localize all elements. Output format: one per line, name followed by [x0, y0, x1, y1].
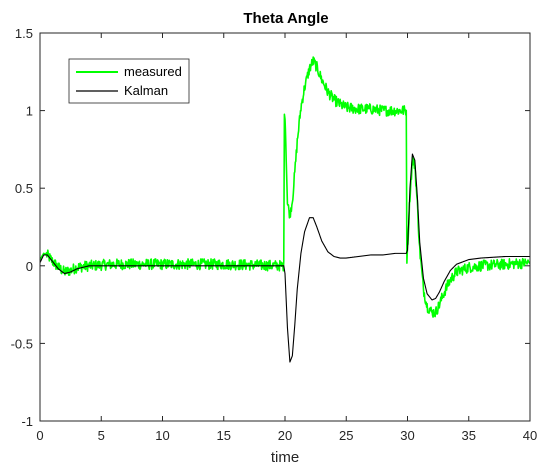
x-tick-label: 15: [217, 428, 231, 443]
chart-title: Theta Angle: [243, 10, 328, 27]
y-tick-label: -0.5: [11, 336, 33, 351]
y-tick-label: 1.5: [15, 26, 33, 41]
x-tick-label: 40: [523, 428, 537, 443]
x-tick-label: 0: [36, 428, 43, 443]
y-tick-label: 1: [26, 104, 33, 119]
ticks-layer: 0 5 10 15 20 25 30 35 40 -1 -0.5 0 0.5 1 1.5: [11, 26, 538, 443]
legend: measured Kalman: [68, 58, 190, 104]
x-tick-label: 10: [155, 428, 169, 443]
x-tick-label: 5: [98, 428, 105, 443]
series-layer: [39, 56, 531, 363]
x-tick-label: 20: [278, 428, 292, 443]
y-tick-label: 0: [26, 259, 33, 274]
legend-box: [68, 58, 190, 104]
x-tick-label: 25: [339, 428, 353, 443]
series-line-measured: [39, 56, 531, 318]
legend-label-kalman: Kalman: [124, 83, 168, 98]
x-axis-title: time: [271, 449, 299, 466]
y-tick-label: 0.5: [15, 181, 33, 196]
legend-label-measured: measured: [124, 64, 182, 79]
x-tick-label: 30: [400, 428, 414, 443]
series-line-kalman: [39, 153, 531, 363]
x-tick-label: 35: [462, 428, 476, 443]
y-tick-label: -1: [21, 414, 33, 429]
